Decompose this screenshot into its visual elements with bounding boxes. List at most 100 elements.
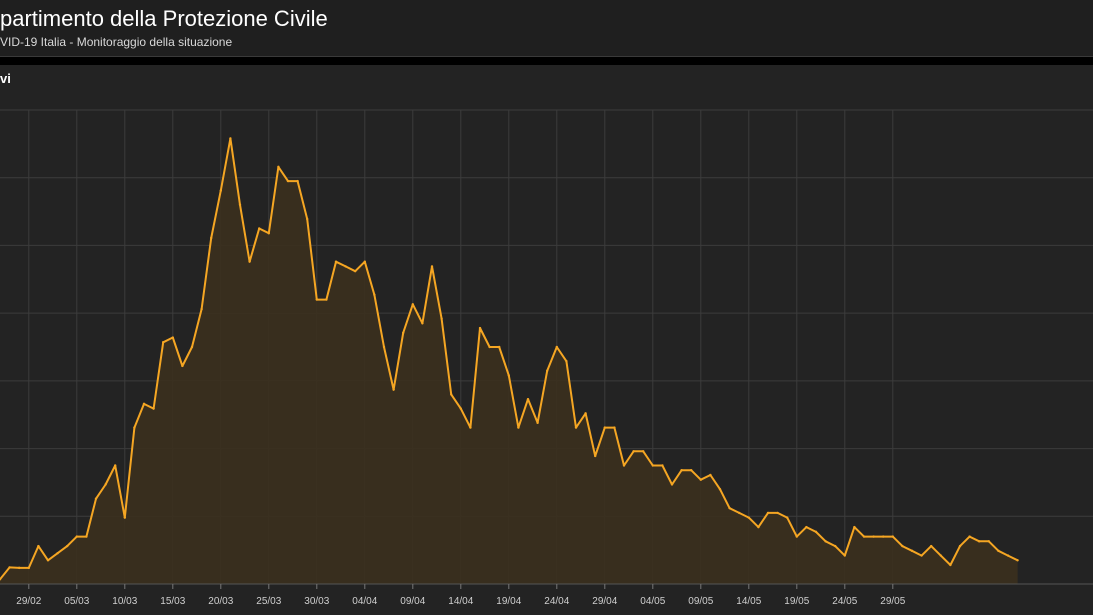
data-point — [104, 483, 107, 486]
data-point — [776, 511, 779, 515]
data-point — [699, 478, 702, 481]
data-point — [373, 293, 376, 297]
data-point — [267, 232, 270, 235]
chart-title: vi — [0, 71, 11, 86]
data-point — [718, 488, 722, 491]
data-point — [296, 179, 299, 183]
data-point — [517, 426, 520, 429]
x-tick-label: 29/04 — [592, 596, 617, 607]
data-point — [450, 393, 453, 396]
data-point — [661, 464, 664, 467]
data-point — [1016, 559, 1019, 562]
header-divider — [0, 57, 1093, 65]
data-point — [498, 345, 501, 349]
data-point — [402, 331, 405, 334]
data-point — [459, 407, 462, 410]
data-point — [709, 473, 712, 477]
data-point — [469, 426, 472, 429]
data-point — [968, 535, 971, 538]
data-point — [862, 535, 866, 538]
data-point — [872, 535, 875, 538]
data-point — [56, 551, 59, 555]
data-point — [478, 326, 482, 330]
data-point — [248, 260, 251, 263]
data-point — [891, 535, 894, 538]
data-point — [843, 554, 846, 557]
data-point — [229, 137, 232, 140]
data-point — [651, 464, 654, 467]
x-tick-label: 30/03 — [304, 596, 329, 607]
data-point — [8, 566, 11, 569]
data-point — [901, 544, 904, 548]
x-tick-label: 04/04 — [352, 596, 377, 607]
data-point — [574, 426, 578, 429]
data-point — [306, 217, 309, 221]
data-point — [978, 540, 981, 543]
data-point — [488, 345, 491, 349]
data-point — [910, 549, 914, 553]
data-point — [392, 388, 395, 391]
data-point — [75, 535, 79, 538]
data-point — [930, 544, 933, 548]
data-point — [219, 189, 222, 192]
chart-panel: vi 29/02 05/03 10/03 15/03 20/03 25/03 30/03 04… — [0, 65, 1093, 615]
data-point — [37, 544, 40, 548]
data-point — [786, 516, 789, 519]
x-tick-label: 20/03 — [208, 596, 233, 607]
data-point — [258, 227, 261, 230]
data-point — [546, 369, 549, 372]
series-area — [0, 138, 1018, 584]
x-tick-label: 09/04 — [400, 596, 425, 607]
data-point — [824, 540, 827, 543]
data-point — [987, 540, 990, 543]
data-point — [152, 407, 155, 410]
data-point — [0, 578, 2, 581]
data-point — [421, 322, 424, 325]
data-point — [853, 525, 856, 529]
data-point — [66, 544, 69, 548]
data-point — [286, 179, 290, 183]
data-point — [277, 165, 280, 169]
data-point — [200, 307, 203, 311]
data-point — [747, 516, 750, 519]
x-tick-label: 24/05 — [832, 596, 857, 607]
header-bar: partimento della Protezione Civile VID-1… — [0, 0, 1093, 57]
data-point — [939, 554, 942, 557]
data-point — [354, 269, 357, 273]
data-point — [133, 426, 136, 429]
trend-chart: 29/02 05/03 10/03 15/03 20/03 25/03 30/03 04/04… — [0, 109, 1093, 607]
x-tick-label: 19/04 — [496, 596, 521, 607]
data-point — [680, 469, 683, 472]
data-point — [642, 450, 645, 453]
x-tick-label: 14/04 — [448, 596, 473, 607]
data-point — [1006, 554, 1010, 557]
data-point — [834, 544, 837, 548]
data-point — [757, 525, 760, 529]
data-point — [334, 260, 338, 263]
data-point — [920, 554, 923, 557]
data-point — [584, 412, 587, 415]
data-point — [805, 525, 808, 529]
data-point — [795, 535, 798, 538]
data-point — [958, 544, 962, 548]
x-tick-label: 14/05 — [736, 596, 761, 607]
data-point — [123, 516, 127, 519]
data-point — [507, 374, 510, 377]
data-point — [85, 535, 88, 538]
data-point — [738, 511, 741, 515]
data-point — [18, 566, 21, 570]
data-point — [565, 360, 568, 363]
data-point — [728, 506, 731, 510]
data-point — [670, 483, 674, 486]
data-point — [632, 450, 635, 453]
data-point — [814, 530, 818, 534]
data-point — [190, 345, 194, 349]
x-tick-label: 04/05 — [640, 596, 665, 607]
data-point — [949, 563, 952, 567]
page-title: partimento della Protezione Civile — [0, 6, 328, 31]
x-tick-label: 19/05 — [784, 596, 809, 607]
x-tick-label: 09/05 — [688, 596, 713, 607]
data-point — [114, 464, 117, 467]
data-point — [555, 345, 558, 349]
data-point — [440, 317, 443, 320]
